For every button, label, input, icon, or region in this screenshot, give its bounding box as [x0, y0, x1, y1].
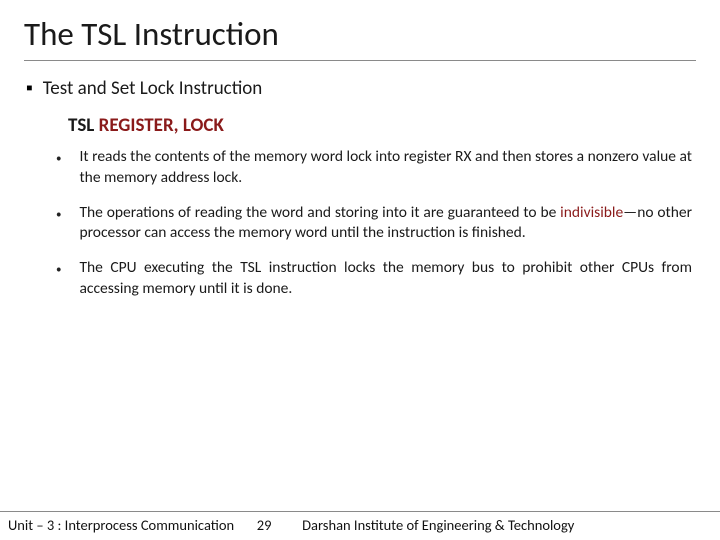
list-item: • It reads the contents of the memory wo…	[56, 147, 692, 189]
body-list: • It reads the contents of the memory wo…	[56, 147, 696, 301]
slide: The TSL Instruction ▪ Test and Set Lock …	[0, 0, 720, 540]
footer: Unit – 3 : Interprocess Communication 29…	[0, 511, 720, 534]
section-heading: ▪ Test and Set Lock Instruction	[24, 77, 696, 102]
text-before: The operations of reading the word and s…	[79, 203, 560, 222]
accent-word: indivisible	[560, 203, 623, 222]
slide-title: The TSL Instruction	[24, 14, 696, 61]
section-bullet-icon: ▪	[26, 77, 33, 102]
register-line: TSL REGISTER, LOCK	[68, 114, 696, 137]
section-label: Test and Set Lock Instruction	[43, 77, 263, 100]
body-text: The operations of reading the word and s…	[79, 203, 692, 245]
bullet-icon: •	[56, 209, 61, 220]
bullet-icon: •	[56, 153, 61, 164]
register-highlight: REGISTER, LOCK	[99, 114, 224, 137]
footer-unit: Unit – 3 : Interprocess Communication	[8, 516, 234, 534]
body-text: The CPU executing the TSL instruction lo…	[79, 258, 692, 300]
register-prefix: TSL	[68, 114, 99, 137]
body-text: It reads the contents of the memory word…	[79, 147, 692, 189]
list-item: • The operations of reading the word and…	[56, 203, 692, 245]
bullet-icon: •	[56, 264, 61, 275]
footer-page-number: 29	[234, 516, 294, 534]
list-item: • The CPU executing the TSL instruction …	[56, 258, 692, 300]
footer-institute: Darshan Institute of Engineering & Techn…	[294, 516, 712, 534]
